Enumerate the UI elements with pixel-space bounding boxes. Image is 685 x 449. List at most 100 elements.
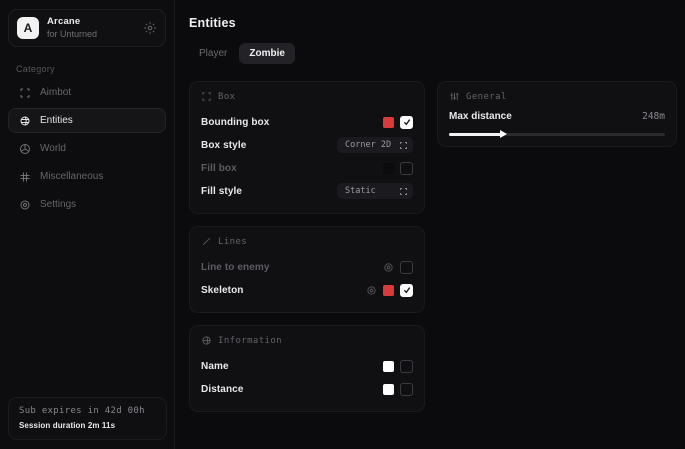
color-swatch[interactable] bbox=[383, 162, 394, 174]
max-distance-row: Max distance 248m bbox=[449, 111, 665, 122]
row-line-to-enemy: Line to enemy bbox=[201, 256, 413, 278]
row-label: Fill box bbox=[201, 162, 237, 174]
subscription-expiry: Sub expires in 42d 00h bbox=[19, 406, 145, 416]
panel-information: Information Name Distance bbox=[189, 325, 425, 412]
sidebar-item-label: World bbox=[40, 143, 66, 154]
session-duration: Session duration 2m 11s bbox=[19, 421, 116, 430]
row-label: Line to enemy bbox=[201, 261, 270, 273]
row-controls bbox=[383, 260, 413, 274]
select-value: Corner 2D bbox=[345, 140, 392, 150]
row-box-style: Box style Corner 2D bbox=[201, 134, 413, 156]
color-swatch[interactable] bbox=[383, 116, 394, 128]
grid-icon bbox=[20, 172, 30, 181]
row-name: Name bbox=[201, 355, 413, 377]
row-label: Box style bbox=[201, 139, 247, 151]
row-controls bbox=[383, 382, 413, 396]
entities-icon bbox=[20, 116, 30, 125]
panel-general: General Max distance 248m bbox=[437, 81, 677, 147]
max-distance-slider[interactable] bbox=[449, 130, 665, 138]
select-value: Static bbox=[345, 186, 376, 196]
panel-box-header: Box bbox=[201, 91, 413, 102]
sidebar-item-entities[interactable]: Entities bbox=[8, 108, 166, 133]
sidebar-item-miscellaneous[interactable]: Miscellaneous bbox=[8, 164, 166, 189]
checkbox[interactable] bbox=[400, 161, 413, 175]
row-controls bbox=[383, 359, 413, 373]
color-swatch[interactable] bbox=[383, 284, 394, 296]
check-icon bbox=[403, 119, 410, 126]
panel-information-header: Information bbox=[201, 335, 413, 346]
left-column: Box Bounding box Box style bbox=[189, 81, 425, 424]
panel-columns: Box Bounding box Box style bbox=[189, 81, 677, 424]
color-swatch[interactable] bbox=[383, 383, 394, 395]
row-label: Name bbox=[201, 360, 229, 372]
checkbox[interactable] bbox=[400, 115, 413, 129]
profile-subtitle: for Unturned bbox=[47, 28, 98, 39]
sidebar-item-label: Settings bbox=[40, 199, 77, 210]
panel-title: Box bbox=[218, 91, 236, 102]
corner-brackets-icon bbox=[202, 92, 211, 101]
panel-title: General bbox=[466, 91, 507, 102]
tab-bar: Player Zombie bbox=[189, 43, 677, 64]
avatar: A bbox=[17, 17, 39, 39]
checkbox[interactable] bbox=[400, 382, 413, 396]
gear-icon[interactable] bbox=[383, 262, 394, 273]
gear-icon bbox=[20, 200, 30, 209]
checkbox[interactable] bbox=[400, 359, 413, 373]
panel-lines-header: Lines bbox=[201, 236, 413, 247]
fill-style-select[interactable]: Static bbox=[337, 183, 413, 199]
profile-name: Arcane bbox=[47, 15, 81, 27]
row-controls bbox=[383, 115, 413, 129]
sliders-icon bbox=[450, 92, 459, 101]
tab-player[interactable]: Player bbox=[199, 48, 228, 59]
gear-icon[interactable] bbox=[366, 285, 377, 296]
sidebar-item-world[interactable]: World bbox=[8, 136, 166, 161]
slider-label: Max distance bbox=[449, 111, 512, 122]
checkbox[interactable] bbox=[400, 283, 413, 297]
row-label: Distance bbox=[201, 383, 244, 395]
category-label: Category bbox=[16, 64, 55, 74]
sidebar-item-settings[interactable]: Settings bbox=[8, 192, 166, 217]
globe-icon bbox=[20, 143, 30, 154]
tab-zombie[interactable]: Zombie bbox=[239, 43, 295, 64]
row-fill-style: Fill style Static bbox=[201, 180, 413, 202]
gear-icon[interactable] bbox=[143, 21, 157, 35]
diagonal-line-icon bbox=[202, 237, 211, 246]
row-controls bbox=[366, 283, 413, 297]
panel-general-header: General bbox=[449, 91, 665, 102]
row-controls bbox=[383, 161, 413, 175]
box-style-select[interactable]: Corner 2D bbox=[337, 137, 413, 153]
slider-value: 248m bbox=[642, 111, 665, 122]
page-title: Entities bbox=[189, 16, 236, 30]
sidebar-item-label: Entities bbox=[40, 115, 73, 126]
sidebar-item-aimbot[interactable]: Aimbot bbox=[8, 80, 166, 105]
panel-title: Lines bbox=[218, 236, 248, 247]
subscription-card: Sub expires in 42d 00h Session duration … bbox=[8, 397, 167, 440]
expand-icon bbox=[400, 187, 407, 195]
row-label: Fill style bbox=[201, 185, 243, 197]
profile-card[interactable]: A Arcane for Unturned bbox=[8, 9, 166, 47]
sidebar-item-label: Miscellaneous bbox=[40, 171, 104, 182]
color-swatch[interactable] bbox=[383, 360, 394, 372]
row-bounding-box: Bounding box bbox=[201, 111, 413, 133]
sidebar-item-label: Aimbot bbox=[40, 87, 72, 98]
profile-text: Arcane for Unturned bbox=[47, 15, 143, 39]
sidebar: A Arcane for Unturned Category Aimbot En… bbox=[0, 0, 175, 449]
panel-lines: Lines Line to enemy bbox=[189, 226, 425, 313]
row-label: Skeleton bbox=[201, 284, 244, 296]
main-content: Entities Player Zombie Box Bounding bo bbox=[175, 0, 685, 449]
row-distance: Distance bbox=[201, 378, 413, 400]
row-fill-box: Fill box bbox=[201, 157, 413, 179]
check-icon bbox=[403, 287, 410, 294]
panel-box: Box Bounding box Box style bbox=[189, 81, 425, 214]
panel-title: Information bbox=[218, 335, 283, 346]
slider-fill bbox=[449, 133, 503, 136]
slider-handle[interactable] bbox=[500, 130, 507, 138]
expand-icon bbox=[400, 141, 407, 149]
row-skeleton: Skeleton bbox=[201, 279, 413, 301]
crosshair-icon bbox=[20, 88, 30, 97]
right-column: General Max distance 248m bbox=[437, 81, 677, 424]
checkbox[interactable] bbox=[400, 260, 413, 274]
info-entity-icon bbox=[202, 336, 211, 345]
row-label: Bounding box bbox=[201, 116, 270, 128]
